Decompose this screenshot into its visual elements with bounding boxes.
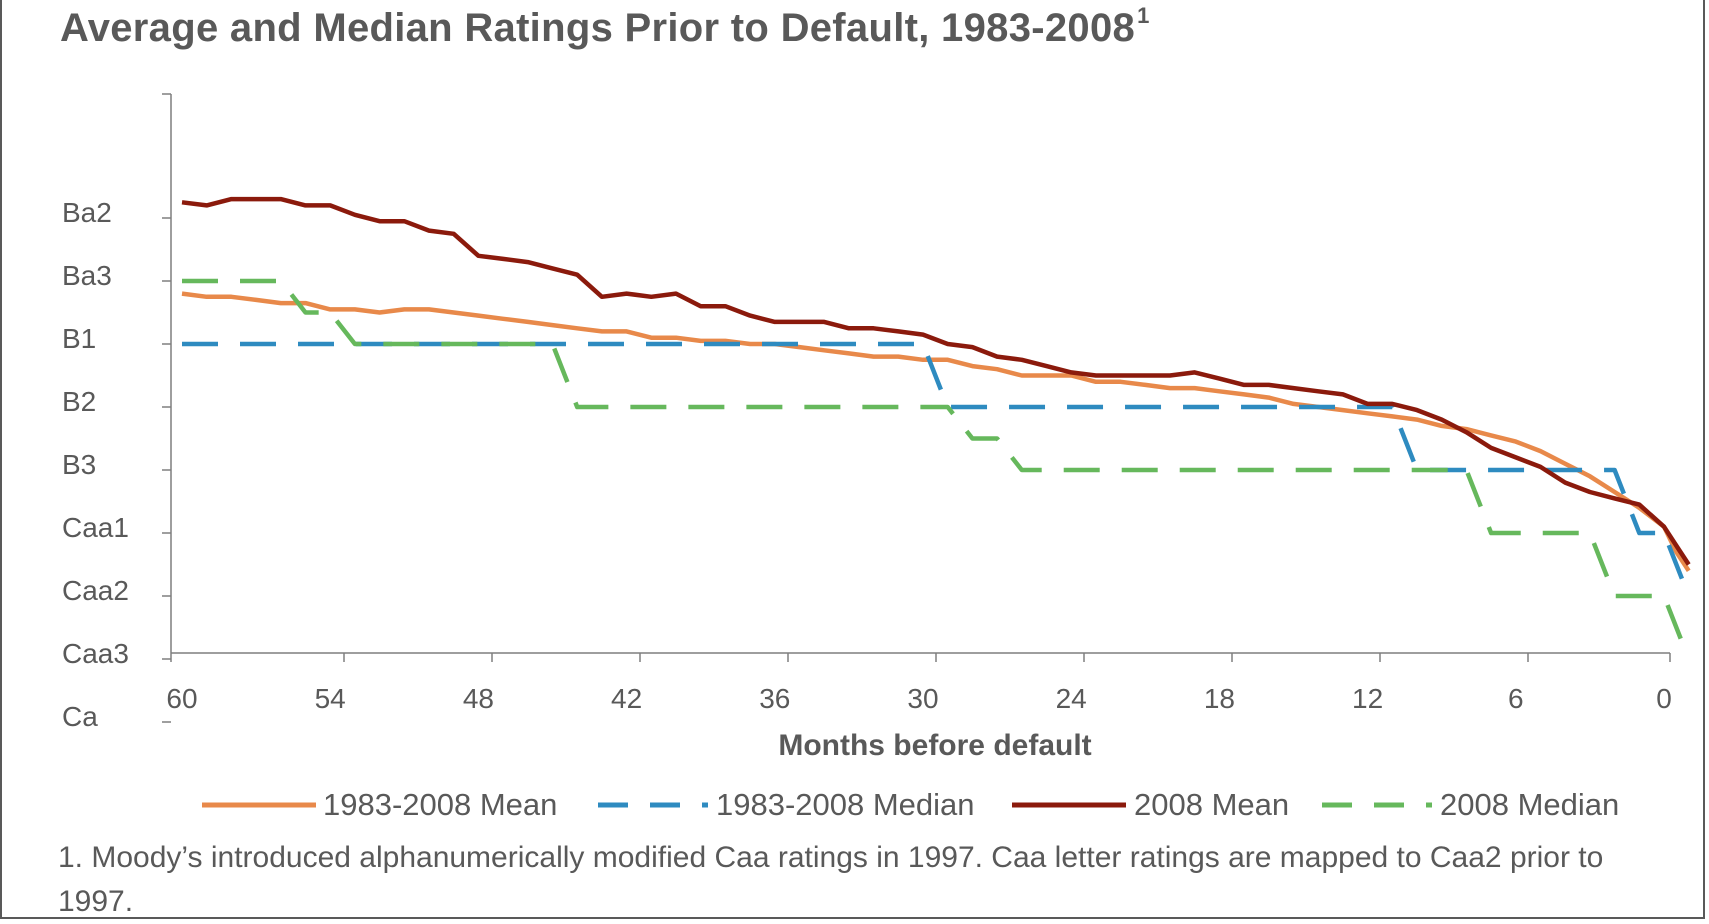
y-tick-label: Caa2 bbox=[62, 575, 129, 606]
x-tick-label: 36 bbox=[759, 683, 790, 714]
x-tick-label: 54 bbox=[315, 683, 346, 714]
legend-label-2: 1983-2008 Median bbox=[716, 787, 975, 822]
y-tick-label: B3 bbox=[62, 449, 96, 480]
x-tick-label: 12 bbox=[1352, 683, 1383, 714]
x-tick-label: 6 bbox=[1508, 683, 1524, 714]
x-tick-label: 0 bbox=[1656, 683, 1672, 714]
x-tick-label: 24 bbox=[1056, 683, 1087, 714]
x-tick-label: 18 bbox=[1204, 683, 1235, 714]
x-tick-label: 48 bbox=[463, 683, 494, 714]
series-line-4 bbox=[182, 278, 1691, 660]
series-line-2 bbox=[182, 341, 1691, 597]
x-tick-label: 30 bbox=[907, 683, 938, 714]
y-tick-label: Ca bbox=[62, 701, 98, 732]
series-line-3 bbox=[181, 196, 1691, 566]
legend-label-1: 1983-2008 Mean bbox=[323, 787, 557, 822]
footnote: 1. Moody’s introduced alphanumerically m… bbox=[58, 841, 1604, 918]
y-tick-label: Ba2 bbox=[62, 197, 112, 228]
x-axis-title: Months before default bbox=[778, 729, 1091, 762]
y-tick-label: Ba3 bbox=[62, 260, 112, 291]
x-tick-label: 42 bbox=[611, 683, 642, 714]
legend-label-3: 2008 Mean bbox=[1134, 787, 1289, 822]
x-tick-label: 60 bbox=[166, 683, 197, 714]
chart-title: Average and Median Ratings Prior to Defa… bbox=[60, 2, 1150, 50]
y-tick-label: Caa3 bbox=[62, 638, 129, 669]
y-tick-label: B1 bbox=[62, 323, 96, 354]
y-tick-label: B2 bbox=[62, 386, 96, 417]
legend-label-4: 2008 Median bbox=[1440, 787, 1619, 822]
y-tick-label: Caa1 bbox=[62, 512, 129, 543]
